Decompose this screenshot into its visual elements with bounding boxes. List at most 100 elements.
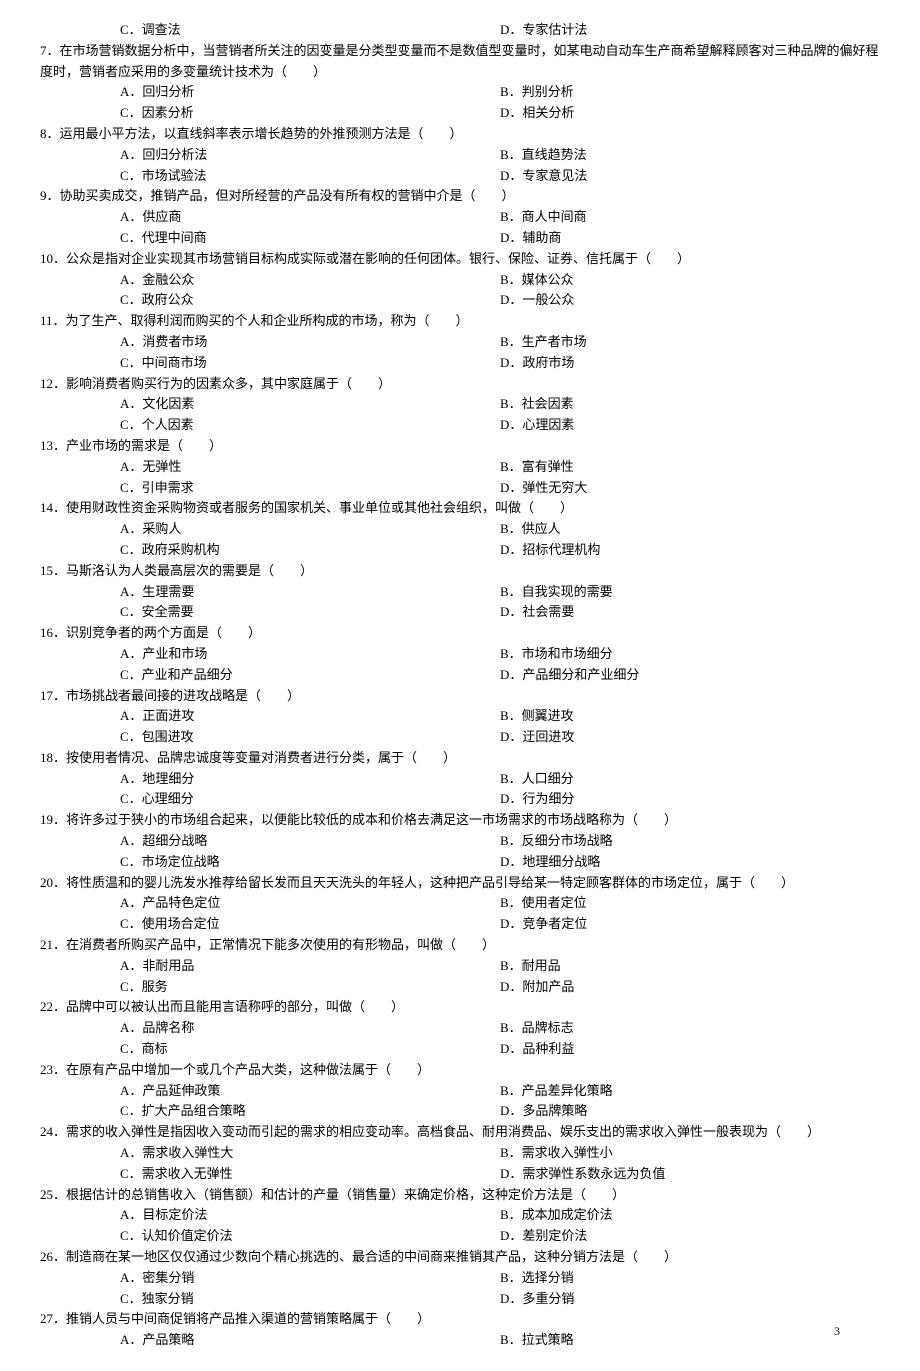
option-row: C．认知价值定价法D．差别定价法: [40, 1226, 880, 1247]
option-row: A．需求收入弹性大B．需求收入弹性小: [40, 1143, 880, 1164]
option-d: D．多重分销: [500, 1289, 880, 1310]
option-row: A．产品策略B．拉式策略: [40, 1330, 880, 1351]
option-row: A．供应商B．商人中间商: [40, 207, 880, 228]
question-text: 26．制造商在某一地区仅仅通过少数向个精心挑选的、最合适的中间商来推销其产品，这…: [40, 1247, 880, 1268]
option-b: B．媒体公众: [500, 270, 880, 291]
option-d: D．多品牌策略: [500, 1101, 880, 1122]
option-row: A．正面进攻B．侧翼进攻: [40, 706, 880, 727]
question: 7．在市场营销数据分析中，当营销者所关注的因变量是分类型变量而不是数值型变量时，…: [40, 41, 880, 124]
question: 12．影响消费者购买行为的因素众多，其中家庭属于（ ）A．文化因素B．社会因素C…: [40, 374, 880, 436]
option-d: D．专家估计法: [500, 20, 880, 41]
option-row: C．政府公众D．一般公众: [40, 290, 880, 311]
option-a: A．地理细分: [120, 769, 500, 790]
option-row: C．个人因素D．心理因素: [40, 415, 880, 436]
option-d: D．一般公众: [500, 290, 880, 311]
option-b: B．耐用品: [500, 956, 880, 977]
option-row: A．密集分销B．选择分销: [40, 1268, 880, 1289]
option-b: B．自我实现的需要: [500, 582, 880, 603]
option-b: B．使用者定位: [500, 893, 880, 914]
question: 15．马斯洛认为人类最高层次的需要是（ ）A．生理需要B．自我实现的需要C．安全…: [40, 561, 880, 623]
option-a: A．非耐用品: [120, 956, 500, 977]
question: 24．需求的收入弹性是指因收入变动而引起的需求的相应变动率。高档食品、耐用消费品…: [40, 1122, 880, 1184]
option-row: C．市场试验法D．专家意见法: [40, 166, 880, 187]
option-a: A．密集分销: [120, 1268, 500, 1289]
option-c: C．政府公众: [120, 290, 500, 311]
question: 23．在原有产品中增加一个或几个产品大类，这种做法属于（ ）A．产品延伸政策B．…: [40, 1060, 880, 1122]
option-d: D．辅助商: [500, 228, 880, 249]
option-row: A．超细分战略B．反细分市场战略: [40, 831, 880, 852]
option-c: C．包围进攻: [120, 727, 500, 748]
orphan-option-row: C．调查法 D．专家估计法: [40, 20, 880, 41]
option-row: A．生理需要B．自我实现的需要: [40, 582, 880, 603]
option-row: A．采购人B．供应人: [40, 519, 880, 540]
question: 26．制造商在某一地区仅仅通过少数向个精心挑选的、最合适的中间商来推销其产品，这…: [40, 1247, 880, 1309]
option-b: B．市场和市场细分: [500, 644, 880, 665]
option-row: C．中间商市场D．政府市场: [40, 353, 880, 374]
question-text: 12．影响消费者购买行为的因素众多，其中家庭属于（ ）: [40, 374, 880, 395]
option-a: A．回归分析法: [120, 145, 500, 166]
option-a: A．产品特色定位: [120, 893, 500, 914]
option-row: C．市场定位战略D．地理细分战略: [40, 852, 880, 873]
question-text: 20．将性质温和的婴儿洗发水推荐给留长发而且天天洗头的年轻人，这种把产品引导给某…: [40, 873, 880, 894]
option-c: C．服务: [120, 977, 500, 998]
option-row: C．商标D．品种利益: [40, 1039, 880, 1060]
option-d: D．地理细分战略: [500, 852, 880, 873]
option-a: A．目标定价法: [120, 1205, 500, 1226]
question: 21．在消费者所购买产品中，正常情况下能多次使用的有形物品，叫做（ ）A．非耐用…: [40, 935, 880, 997]
option-row: A．产业和市场B．市场和市场细分: [40, 644, 880, 665]
question-text: 15．马斯洛认为人类最高层次的需要是（ ）: [40, 561, 880, 582]
question: 18．按使用者情况、品牌忠诚度等变量对消费者进行分类，属于（ ）A．地理细分B．…: [40, 748, 880, 810]
page-number: 3: [834, 1322, 840, 1341]
question-text: 9．协助买卖成交，推销产品，但对所经营的产品没有所有权的营销中介是（ ）: [40, 186, 880, 207]
option-c: C．引申需求: [120, 478, 500, 499]
option-row: C．代理中间商D．辅助商: [40, 228, 880, 249]
option-a: A．正面进攻: [120, 706, 500, 727]
question: 9．协助买卖成交，推销产品，但对所经营的产品没有所有权的营销中介是（ ）A．供应…: [40, 186, 880, 248]
option-c: C．政府采购机构: [120, 540, 500, 561]
question: 17．市场挑战者最间接的进攻战略是（ ）A．正面进攻B．侧翼进攻C．包围进攻D．…: [40, 686, 880, 748]
option-d: D．招标代理机构: [500, 540, 880, 561]
question: 25．根据估计的总销售收入（销售额）和估计的产量（销售量）来确定价格，这种定价方…: [40, 1185, 880, 1247]
option-c: C．市场试验法: [120, 166, 500, 187]
option-c: C．市场定位战略: [120, 852, 500, 873]
option-row: C．安全需要D．社会需要: [40, 602, 880, 623]
option-b: B．成本加成定价法: [500, 1205, 880, 1226]
option-row: C．引申需求D．弹性无穷大: [40, 478, 880, 499]
option-c: C．调查法: [120, 20, 500, 41]
questions-list: 7．在市场营销数据分析中，当营销者所关注的因变量是分类型变量而不是数值型变量时，…: [40, 41, 880, 1351]
question: 20．将性质温和的婴儿洗发水推荐给留长发而且天天洗头的年轻人，这种把产品引导给某…: [40, 873, 880, 935]
option-b: B．判别分析: [500, 82, 880, 103]
option-row: A．产品延伸政策B．产品差异化策略: [40, 1081, 880, 1102]
question: 19．将许多过于狭小的市场组合起来，以便能比较低的成本和价格去满足这一市场需求的…: [40, 810, 880, 872]
question-text: 11．为了生产、取得利润而购买的个人和企业所构成的市场，称为（ ）: [40, 311, 880, 332]
question-text: 24．需求的收入弹性是指因收入变动而引起的需求的相应变动率。高档食品、耐用消费品…: [40, 1122, 880, 1143]
question-text: 22．品牌中可以被认出而且能用言语称呼的部分，叫做（ ）: [40, 997, 880, 1018]
option-c: C．代理中间商: [120, 228, 500, 249]
question-text: 7．在市场营销数据分析中，当营销者所关注的因变量是分类型变量而不是数值型变量时，…: [40, 41, 880, 83]
option-b: B．产品差异化策略: [500, 1081, 880, 1102]
option-row: C．政府采购机构D．招标代理机构: [40, 540, 880, 561]
question: 11．为了生产、取得利润而购买的个人和企业所构成的市场，称为（ ）A．消费者市场…: [40, 311, 880, 373]
option-b: B．富有弹性: [500, 457, 880, 478]
option-row: A．无弹性B．富有弹性: [40, 457, 880, 478]
question: 13．产业市场的需求是（ ）A．无弹性B．富有弹性C．引申需求D．弹性无穷大: [40, 436, 880, 498]
question-text: 21．在消费者所购买产品中，正常情况下能多次使用的有形物品，叫做（ ）: [40, 935, 880, 956]
option-d: D．迂回进攻: [500, 727, 880, 748]
option-row: A．回归分析B．判别分析: [40, 82, 880, 103]
option-d: D．产品细分和产业细分: [500, 665, 880, 686]
question: 8．运用最小平方法，以直线斜率表示增长趋势的外推预测方法是（ ）A．回归分析法B…: [40, 124, 880, 186]
option-c: C．商标: [120, 1039, 500, 1060]
option-d: D．弹性无穷大: [500, 478, 880, 499]
question-text: 10．公众是指对企业实现其市场营销目标构成实际或潜在影响的任何团体。银行、保险、…: [40, 249, 880, 270]
option-row: A．非耐用品B．耐用品: [40, 956, 880, 977]
option-row: A．产品特色定位B．使用者定位: [40, 893, 880, 914]
option-b: B．人口细分: [500, 769, 880, 790]
option-a: A．生理需要: [120, 582, 500, 603]
option-b: B．反细分市场战略: [500, 831, 880, 852]
question: 10．公众是指对企业实现其市场营销目标构成实际或潜在影响的任何团体。银行、保险、…: [40, 249, 880, 311]
option-a: A．回归分析: [120, 82, 500, 103]
question-text: 17．市场挑战者最间接的进攻战略是（ ）: [40, 686, 880, 707]
option-a: A．消费者市场: [120, 332, 500, 353]
option-row: C．因素分析D．相关分析: [40, 103, 880, 124]
option-a: A．供应商: [120, 207, 500, 228]
